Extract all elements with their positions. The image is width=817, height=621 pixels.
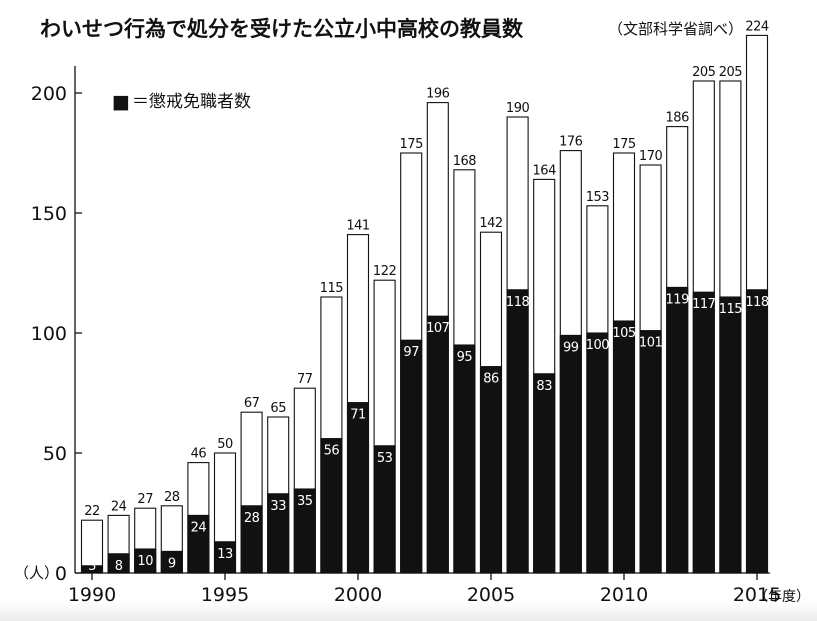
dismissal-label: 97	[403, 345, 419, 360]
bar-dismissal	[586, 332, 609, 574]
bars: 22 3 24 8 27 10 28 9 46 24 50 13 67 28 65 33 77 35 115 56 14…	[80, 19, 769, 574]
dismissal-label: 13	[217, 547, 233, 562]
chart-title: わいせつ行為で処分を受けた公立小中高校の教員数	[40, 17, 524, 41]
y-tick-label: 100	[31, 323, 67, 345]
bar-dismissal	[533, 373, 556, 574]
dismissal-label: 86	[483, 372, 499, 387]
total-label: 24	[111, 499, 127, 514]
x-tick-label: 2015	[733, 584, 781, 606]
dismissal-label: 3	[88, 559, 96, 574]
total-label: 141	[346, 219, 370, 234]
bar-dismissal	[426, 315, 449, 574]
total-label: 142	[479, 216, 502, 231]
dismissal-label: 71	[350, 408, 366, 423]
total-label: 27	[137, 492, 153, 507]
dismissal-label: 10	[137, 554, 153, 569]
total-label: 175	[612, 137, 636, 152]
dismissal-label: 8	[115, 559, 123, 574]
total-label: 122	[373, 264, 396, 279]
total-label: 67	[244, 396, 260, 411]
total-label: 46	[191, 447, 207, 462]
x-tick-label: 2005	[467, 584, 515, 606]
dismissal-label: 56	[324, 444, 340, 459]
x-tick-label: 2000	[334, 584, 382, 606]
y-tick-label: 150	[31, 203, 67, 225]
y-tick-label: 0	[55, 563, 67, 585]
total-label: 115	[320, 281, 344, 296]
x-axis: 1990 1995 2000 2005 2010 2015	[68, 572, 781, 606]
dismissal-label: 99	[563, 340, 579, 355]
total-label: 170	[639, 149, 663, 164]
dismissal-label: 118	[745, 295, 769, 310]
legend-label: ＝懲戒免職者数	[132, 92, 251, 112]
dismissal-label: 83	[536, 379, 552, 394]
bar-dismissal	[346, 402, 370, 574]
dismissal-label: 101	[639, 336, 663, 351]
bar-dismissal	[320, 438, 343, 574]
total-label: 168	[453, 154, 477, 169]
bar-dismissal	[692, 291, 715, 574]
y-axis: 0 50 100 150 200	[31, 66, 82, 585]
total-label: 175	[400, 137, 424, 152]
dismissal-label: 9	[168, 556, 176, 571]
total-label: 176	[559, 135, 583, 150]
total-label: 186	[666, 111, 690, 126]
total-label: 205	[719, 65, 743, 80]
x-tick-label: 1990	[68, 584, 116, 606]
dismissal-label: 28	[244, 511, 260, 526]
dismissal-label: 24	[191, 520, 207, 535]
dismissal-label: 53	[377, 451, 393, 466]
dismissal-label: 115	[719, 302, 743, 317]
x-tick-label: 2010	[600, 584, 648, 606]
total-label: 65	[270, 401, 286, 416]
bar-dismissal	[612, 320, 636, 574]
bar-dismissal	[506, 289, 529, 574]
bar-dismissal	[453, 344, 476, 574]
total-label: 196	[426, 87, 450, 102]
dismissal-label: 105	[612, 326, 636, 341]
total-label: 22	[84, 504, 100, 519]
bar-dismissal	[639, 330, 662, 574]
bar-dismissal	[666, 286, 689, 574]
total-label: 50	[217, 437, 233, 452]
dismissal-label: 95	[457, 350, 473, 365]
bar-dismissal	[719, 296, 742, 574]
total-label: 190	[506, 101, 530, 116]
y-tick-label: 200	[31, 83, 67, 105]
bar-dismissal	[559, 334, 582, 574]
x-axis-unit: （年度）	[754, 589, 810, 605]
legend-swatch: ■	[112, 91, 130, 113]
bottom-band	[0, 602, 817, 621]
legend: ■ ＝懲戒免職者数	[112, 91, 251, 113]
total-label: 77	[297, 372, 313, 387]
dismissal-label: 33	[270, 499, 286, 514]
total-label: 164	[533, 163, 557, 178]
total-label: 224	[745, 19, 769, 34]
dismissal-label: 117	[692, 297, 716, 312]
dismissal-label: 35	[297, 494, 313, 509]
dismissal-label: 118	[506, 295, 530, 310]
dismissal-label: 100	[586, 338, 610, 353]
bar-dismissal	[745, 289, 769, 574]
y-axis-unit: （人）	[14, 564, 59, 582]
chart-source: （文部科学省調べ）	[608, 20, 743, 38]
dismissal-label: 119	[666, 292, 690, 307]
y-tick-label: 50	[43, 443, 67, 465]
dismissal-label: 107	[426, 321, 450, 336]
total-label: 153	[586, 190, 610, 205]
total-label: 205	[692, 65, 716, 80]
x-tick-label: 1995	[201, 584, 249, 606]
bar-dismissal	[400, 339, 423, 574]
bar-dismissal	[479, 366, 503, 574]
total-label: 28	[164, 490, 180, 505]
